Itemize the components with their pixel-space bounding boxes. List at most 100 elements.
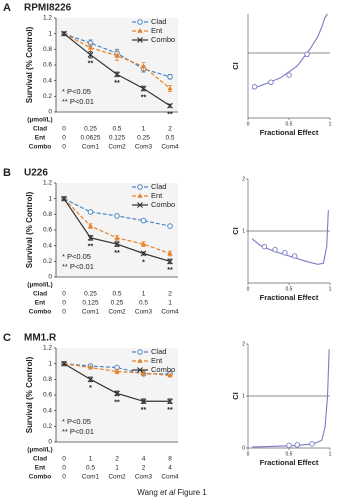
dose-label: 0.25 [111, 300, 124, 307]
dose-label: 1 [142, 291, 146, 298]
legend-label: Ent [151, 26, 163, 35]
marker [61, 360, 67, 367]
footer-text: et al [160, 488, 175, 497]
marker [137, 358, 143, 363]
y-tick-label: 1 [48, 195, 52, 202]
x-tick-label: 0.5 [286, 286, 293, 292]
marker [167, 258, 173, 265]
x-tick-label: Com3 [135, 144, 153, 151]
ci-point [268, 79, 274, 85]
x-unit: (µmol/L) [27, 447, 52, 454]
dose-label: 4 [142, 456, 146, 463]
marker [167, 85, 173, 91]
x-tick-label: Com1 [82, 474, 100, 481]
y-tick-label: 0.2 [43, 423, 52, 430]
x-tick-label: Com4 [161, 474, 179, 481]
marker [167, 102, 173, 109]
x-axis-label: Fractional Effect [260, 128, 319, 137]
x-tick-label: Com1 [82, 309, 100, 316]
y-tick-label: 0.4 [43, 77, 52, 84]
dose-label: 1 [115, 465, 119, 472]
marker [140, 250, 147, 257]
ci-point [286, 442, 292, 449]
x-tick-label: 0.5 [286, 121, 293, 127]
significance-star: ** [141, 94, 147, 101]
y-axis-label: CI [231, 392, 240, 400]
y-tick-label: 0.2 [43, 93, 52, 100]
x-tick-label: Com3 [135, 474, 153, 481]
ci-point [272, 246, 278, 253]
legend-label: Clad [151, 347, 166, 356]
dose-label: 1 [168, 300, 172, 307]
ci-point [282, 250, 288, 256]
y-tick-label: 1 [48, 360, 52, 367]
y-tick-label: 0.6 [43, 392, 52, 399]
plot-bg [56, 183, 178, 277]
y-tick-label: 0.2 [43, 258, 52, 265]
table-row-label: Combo [29, 474, 51, 481]
x-tick-label: 1 [329, 286, 332, 292]
dose-label: 2 [168, 126, 172, 133]
dose-label: 0.25 [84, 291, 97, 298]
significance-star: ** [114, 250, 120, 257]
panel-label: A [3, 2, 11, 14]
y-tick-label: 0 [242, 445, 245, 451]
marker [87, 209, 94, 215]
dose-label: 0.25 [137, 135, 150, 142]
marker [61, 195, 67, 202]
plot-bg [56, 18, 178, 112]
x-tick-label: Com3 [135, 309, 153, 316]
x-tick-label: 0 [247, 121, 250, 127]
x-tick-label: Com2 [108, 144, 126, 151]
ci-point [286, 72, 292, 78]
marker [137, 367, 143, 373]
x-tick-label: 0 [62, 144, 66, 151]
x-tick-label: 0 [62, 474, 66, 481]
marker [137, 184, 143, 190]
significance-star: * [89, 385, 92, 392]
significance-star: ** [141, 407, 147, 414]
dose-label: 0.5 [165, 135, 174, 142]
dose-label: 0 [62, 291, 66, 298]
ci-curve [252, 349, 330, 448]
panel-title: MM1.R [24, 333, 57, 344]
ci-point [309, 441, 315, 447]
table-row-label: Clad [33, 291, 47, 298]
dose-label: 0 [62, 300, 66, 307]
significance-note: * P<0.05 [62, 252, 91, 261]
panel-title: RPMI8226 [24, 3, 72, 14]
significance-star: ** [88, 244, 94, 251]
dose-label: 0 [62, 465, 66, 472]
significance-note: * P<0.05 [62, 87, 91, 96]
ci-point [304, 51, 310, 58]
x-axis-label: Fractional Effect [260, 293, 319, 302]
y-tick-label: 0.6 [43, 62, 52, 69]
table-row-label: Combo [29, 309, 51, 316]
marker [137, 349, 143, 355]
y-tick-label: 2 [242, 176, 245, 182]
marker [137, 19, 143, 25]
dose-label: 2 [115, 456, 119, 463]
marker [87, 223, 94, 228]
y-tick-label: 1 [48, 30, 52, 37]
marker [114, 71, 120, 78]
dose-label: 0.125 [82, 300, 99, 307]
marker [140, 370, 147, 375]
marker [87, 234, 94, 241]
marker [137, 193, 143, 198]
marker [140, 398, 147, 405]
legend-label: Combo [151, 200, 175, 209]
significance-note: ** P<0.01 [62, 97, 94, 106]
marker [87, 376, 94, 383]
significance-star: ** [114, 80, 120, 87]
x-axis-label: Fractional Effect [260, 458, 319, 467]
marker [114, 213, 120, 219]
marker [167, 223, 173, 229]
x-tick-label: 1 [329, 121, 332, 127]
marker [167, 398, 173, 405]
y-tick-label: 1.2 [43, 180, 52, 187]
y-tick-label: 0 [48, 274, 52, 281]
marker [167, 250, 173, 256]
dose-label: 0 [62, 135, 66, 142]
legend-label: Clad [151, 182, 166, 191]
